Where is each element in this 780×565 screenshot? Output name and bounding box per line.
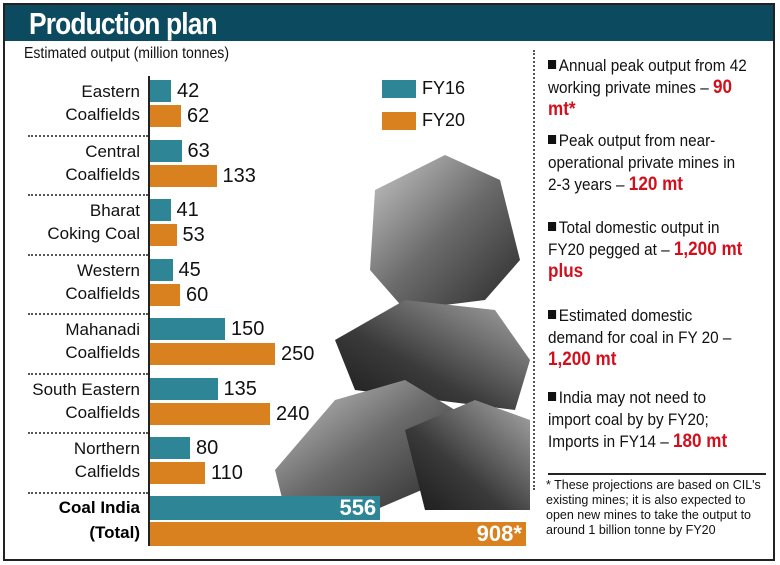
bar-fy20 (150, 224, 177, 246)
note-text: Total domestic output in FY20 pegged at … (548, 218, 720, 259)
data-label-fy16: 150 (231, 318, 265, 340)
chart-subtitle: Estimated output (million tonnes) (24, 45, 230, 62)
data-label-fy16: 63 (187, 139, 210, 162)
note-item: Total domestic output in FY20 pegged at … (548, 217, 751, 283)
total-data-label: 556 (339, 495, 377, 520)
data-label-fy16: 135 (223, 377, 257, 400)
data-label-fy16: 41 (176, 199, 199, 221)
bullet-icon (548, 135, 557, 144)
bullet-icon (548, 392, 557, 401)
row-divider (28, 313, 148, 315)
bar-fy16 (150, 318, 225, 340)
category-label-line2: Coalfields (65, 105, 140, 124)
note-value: 90 mt* (548, 77, 733, 120)
note-item: Annual peak output from 42 working priva… (548, 55, 751, 121)
row-divider (28, 372, 148, 375)
note-value: 180 mt (673, 431, 728, 452)
note-text: Peak output from near-operational privat… (548, 131, 736, 194)
data-label-fy16: 42 (177, 80, 200, 102)
category-label-line1: South Eastern (32, 379, 140, 399)
footnote-divider (548, 473, 766, 475)
note-text: Estimated domestic demand for coal in FY… (548, 306, 732, 347)
legend-label-fy20: FY20 (422, 110, 466, 130)
row-divider (28, 253, 148, 256)
note-item: India may not need to import coal by by … (548, 387, 751, 453)
category-label-line2: Coalfields (65, 343, 140, 362)
bullet-icon (548, 310, 557, 319)
row-divider (28, 491, 148, 494)
category-label-line1: Mahanadi (65, 320, 140, 339)
category-label-line2: Coalfields (65, 164, 140, 184)
bullet-icon (548, 222, 557, 231)
bar-fy16 (150, 80, 171, 102)
bar-fy20 (150, 283, 180, 306)
total-bar-fy16 (150, 496, 381, 520)
category-label-line2: Coking Coal (47, 224, 140, 243)
category-label-line2: Calfields (74, 462, 140, 481)
coal-image (275, 155, 530, 510)
bar-fy20 (150, 343, 275, 365)
legend-swatch-fy16 (382, 80, 416, 98)
data-label-fy20: 133 (222, 164, 256, 187)
row-divider (28, 432, 148, 434)
note-text: Annual peak output from 42 working priva… (548, 56, 747, 97)
total-label-line1: Coal India (58, 498, 140, 517)
bar-fy16 (150, 258, 173, 281)
data-label-fy20: 250 (281, 343, 315, 365)
chart-axis (148, 76, 150, 546)
bullet-icon (548, 60, 557, 69)
note-item: Peak output from near-operational privat… (548, 130, 751, 196)
side-notes: Annual peak output from 42 working priva… (533, 50, 769, 490)
data-label-fy16: 80 (196, 437, 219, 459)
note-value: 1,200 mt (548, 349, 617, 370)
bar-fy16 (150, 377, 218, 400)
bar-fy16 (150, 437, 190, 459)
data-label-fy16: 45 (178, 258, 201, 281)
total-bar-fy20 (150, 522, 526, 546)
total-label-line2: (Total) (89, 523, 140, 542)
bar-fy20 (150, 105, 181, 127)
category-label-line1: Western (77, 260, 140, 280)
category-label-line1: Central (85, 141, 140, 161)
bar-fy20 (150, 462, 205, 484)
data-label-fy20: 110 (211, 462, 243, 484)
header-banner: Production plan (5, 5, 773, 41)
infographic-frame: Production plan (3, 3, 775, 561)
note-item: Estimated domestic demand for coal in FY… (548, 305, 751, 371)
category-label-line2: Coalfields (65, 402, 140, 422)
bar-fy16 (150, 139, 182, 162)
data-label-fy20: 62 (187, 105, 210, 127)
footnote: * These projections are based on CIL's e… (546, 478, 761, 537)
category-label-line1: Eastern (81, 82, 140, 101)
bar-fy20 (150, 164, 217, 187)
legend-label-fy16: FY16 (422, 78, 466, 98)
data-label-fy20: 53 (182, 224, 205, 246)
category-label-line1: Northern (73, 439, 140, 458)
note-value: 1,200 mt plus (548, 239, 743, 282)
bar-fy16 (150, 199, 171, 221)
category-label-line1: Bharat (89, 201, 140, 220)
category-label-line2: Coalfields (65, 283, 140, 303)
note-text: India may not need to import coal by by … (548, 388, 709, 451)
bar-fy20 (150, 402, 270, 425)
note-value: 120 mt (628, 174, 683, 195)
data-label-fy20: 240 (276, 402, 310, 425)
data-label-fy20: 60 (186, 283, 209, 306)
legend-swatch-fy20 (382, 112, 416, 130)
page-title: Production plan (29, 6, 218, 41)
row-divider (28, 134, 148, 137)
row-divider (28, 194, 148, 196)
total-data-label: 908* (476, 521, 522, 546)
